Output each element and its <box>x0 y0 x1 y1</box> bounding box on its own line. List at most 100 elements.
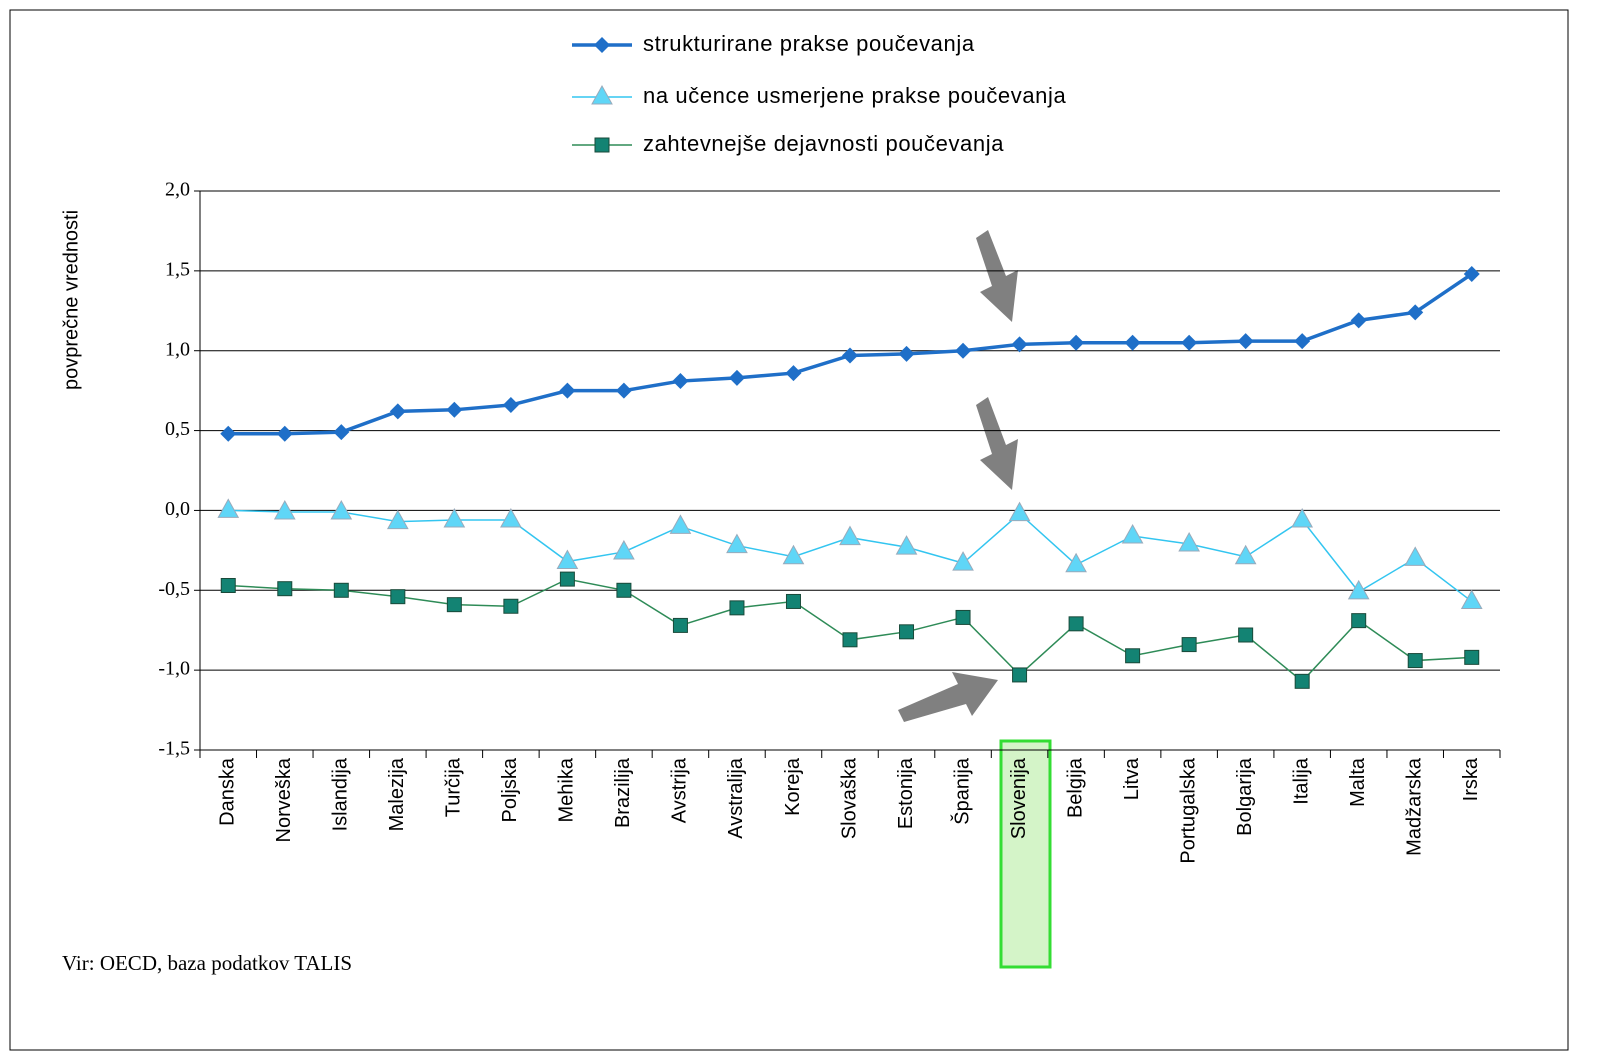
data-point <box>1008 501 1031 522</box>
legend-label: na učence usmerjene prakse poučevanja <box>643 83 1067 108</box>
y-tick-label: 1,0 <box>165 338 190 360</box>
x-tick-label: Avstrija <box>669 757 691 823</box>
data-point <box>1065 552 1087 573</box>
x-tick-label: Koreja <box>782 757 804 816</box>
legend-marker <box>591 84 613 105</box>
x-tick-label: Slovaška <box>838 757 860 839</box>
data-point <box>1012 667 1028 683</box>
data-point <box>503 598 519 614</box>
data-point <box>1124 334 1141 351</box>
legend-marker <box>594 137 610 153</box>
data-point <box>1068 334 1085 351</box>
y-tick-label: -1,0 <box>158 658 190 680</box>
data-point <box>389 403 406 420</box>
data-point <box>502 397 519 414</box>
data-point <box>1294 673 1310 689</box>
data-point <box>1463 266 1480 283</box>
x-tick-label: Norveška <box>273 757 295 842</box>
legend-label: strukturirane prakse poučevanja <box>643 31 975 56</box>
arrow <box>898 672 998 722</box>
x-tick-label: Poljska <box>499 757 521 822</box>
data-point <box>1464 649 1480 665</box>
x-tick-label: Turčija <box>443 757 465 817</box>
data-point <box>1011 336 1028 353</box>
arrow <box>976 397 1018 490</box>
data-point <box>276 425 293 442</box>
data-point <box>1404 546 1427 566</box>
data-point <box>1125 648 1141 664</box>
data-point <box>1181 637 1197 653</box>
data-point <box>616 582 632 598</box>
data-point <box>330 499 353 520</box>
data-point <box>443 507 466 528</box>
x-tick-label: Bolgarija <box>1234 757 1256 836</box>
data-point <box>1294 333 1311 350</box>
x-tick-label: Malezija <box>386 757 408 831</box>
data-point <box>1407 653 1423 669</box>
legend-label: zahtevnejše dejavnosti poučevanja <box>643 131 1004 156</box>
data-point <box>1178 531 1200 552</box>
data-point <box>615 382 632 399</box>
source-note: Vir: OECD, baza podatkov TALIS <box>62 951 352 975</box>
x-tick-label: Belgija <box>1064 757 1086 818</box>
data-point <box>899 624 915 640</box>
y-tick-label: 0,0 <box>165 498 190 520</box>
data-point <box>672 373 689 390</box>
data-point <box>842 347 858 364</box>
data-point <box>1460 589 1483 609</box>
data-point <box>333 424 350 441</box>
data-point <box>559 571 575 587</box>
x-tick-label: Malta <box>1347 757 1369 807</box>
y-tick-label: 0,5 <box>165 418 190 440</box>
data-point <box>955 342 972 359</box>
y-tick-label: -0,5 <box>158 578 190 600</box>
data-point <box>898 345 915 362</box>
data-point <box>726 533 748 554</box>
data-point <box>672 617 688 633</box>
arrow <box>976 230 1018 322</box>
x-tick-label: Španija <box>950 757 973 825</box>
x-tick-label: Mehika <box>556 757 578 822</box>
data-point <box>1068 616 1084 632</box>
data-point <box>390 589 406 605</box>
x-tick-label: Estonija <box>895 757 917 829</box>
data-point <box>785 365 802 382</box>
data-point <box>729 600 745 616</box>
data-point <box>669 514 692 534</box>
data-point <box>217 498 240 518</box>
y-tick-label: -1,5 <box>158 738 190 760</box>
data-point <box>895 535 918 555</box>
highlight-box <box>999 739 1052 969</box>
x-tick-label: Litva <box>1121 757 1143 800</box>
data-point <box>1237 333 1254 350</box>
chart-frame <box>9 9 1569 1051</box>
y-tick-label: 1,5 <box>165 258 190 280</box>
data-point <box>333 582 349 598</box>
data-point <box>1350 312 1367 329</box>
y-tick-label: 2,0 <box>165 179 190 201</box>
data-point <box>1121 523 1144 544</box>
data-point <box>782 544 805 565</box>
y-axis-label: povprečne vrednosti <box>60 210 82 390</box>
data-point <box>386 509 409 530</box>
data-point <box>728 369 745 386</box>
data-point <box>446 401 463 418</box>
data-point <box>277 581 293 597</box>
data-point <box>446 597 462 613</box>
data-point <box>1181 334 1198 351</box>
data-point <box>842 632 858 648</box>
arrows <box>898 230 1018 722</box>
data-point <box>1234 544 1257 565</box>
data-point <box>1351 613 1367 629</box>
x-tick-label: Madžarska <box>1403 757 1425 856</box>
x-tick-label: Italija <box>1290 757 1312 805</box>
x-tick-label: Slovenija <box>1008 757 1030 839</box>
data-point <box>839 525 861 546</box>
x-tick-label: Irska <box>1460 757 1482 801</box>
data-point <box>952 551 974 571</box>
x-tick-label: Danska <box>217 757 239 826</box>
legend-marker <box>594 37 610 53</box>
x-tick-label: Portugalska <box>1177 757 1199 863</box>
data-point <box>220 425 237 442</box>
